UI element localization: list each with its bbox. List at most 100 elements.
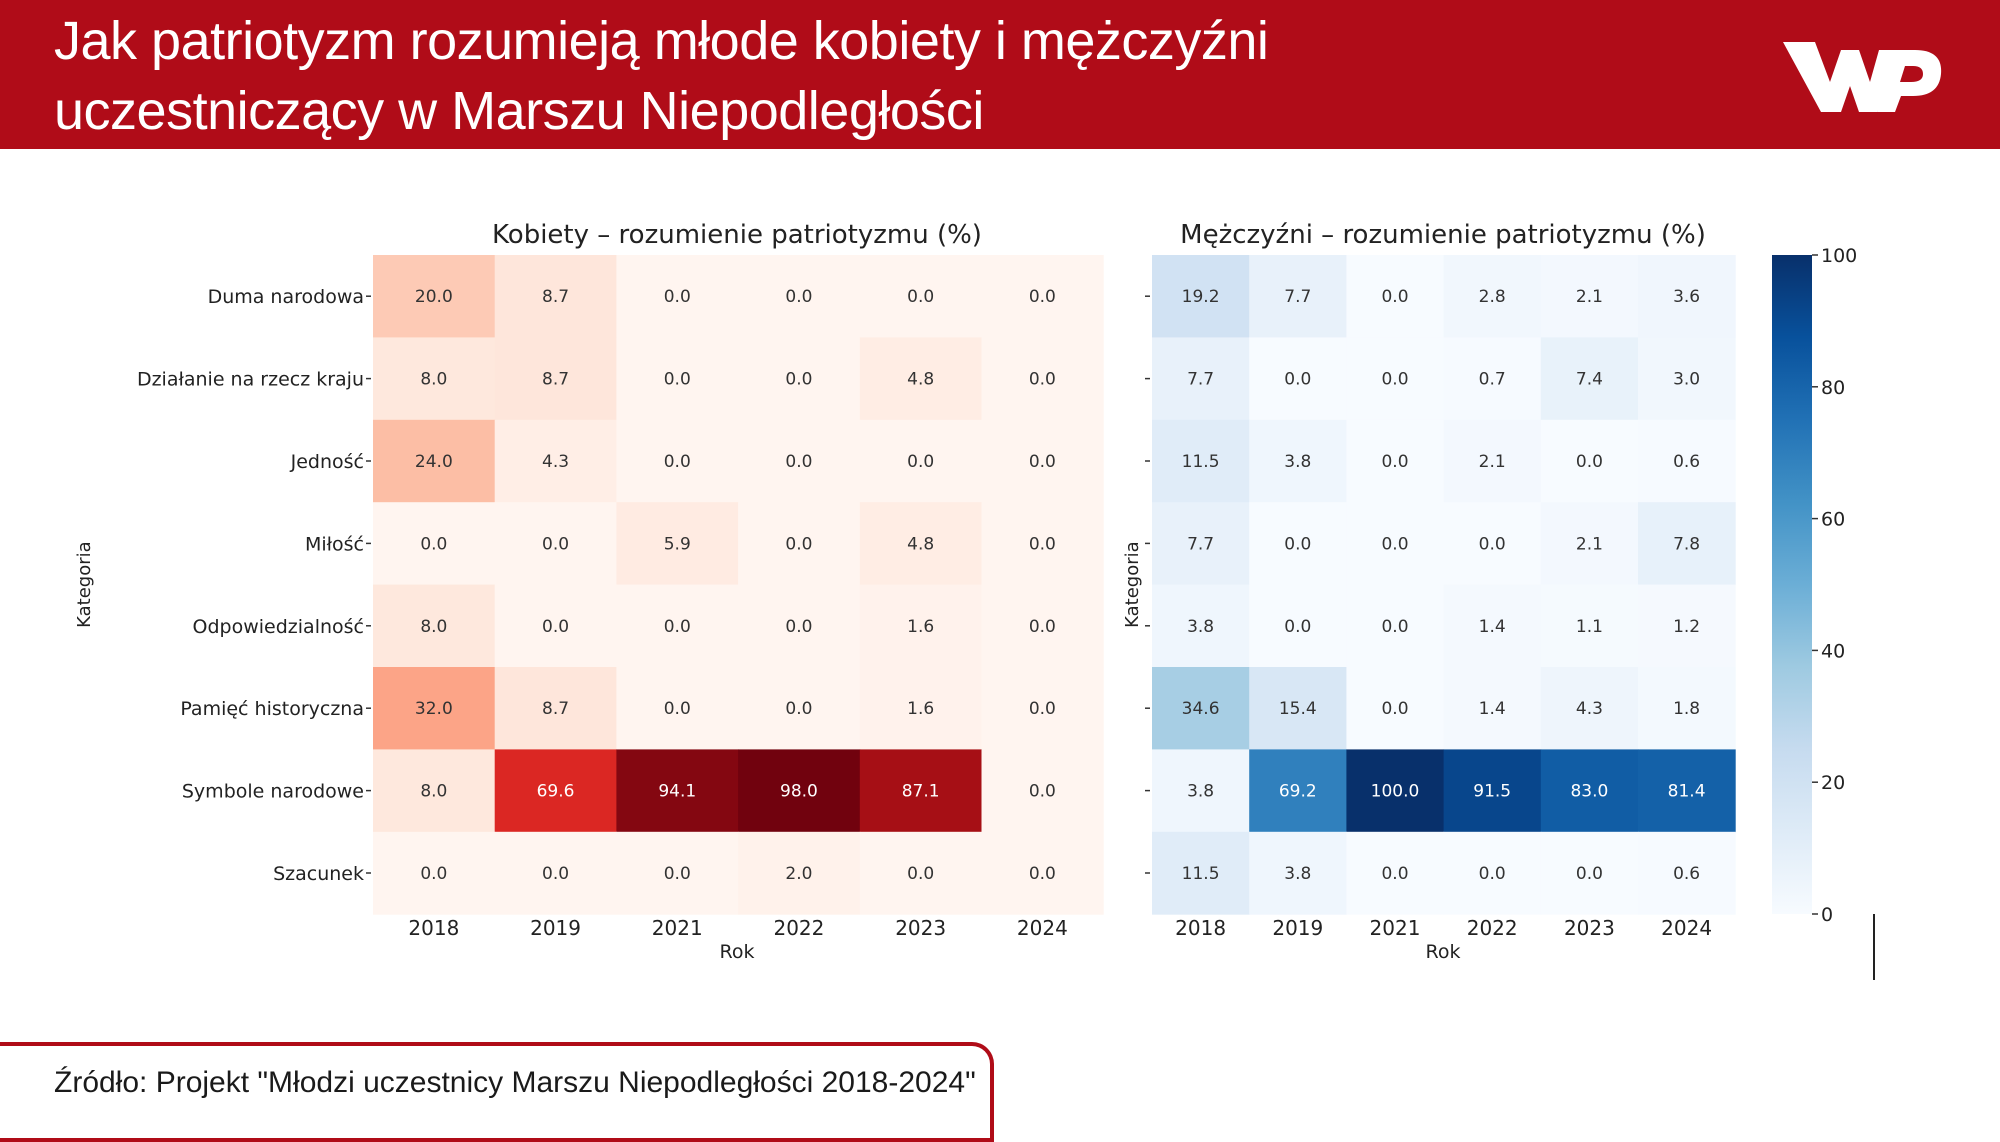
heatmap-cell: [738, 337, 861, 421]
heatmap-cell: [981, 419, 1104, 503]
cell-value-label: 0.0: [1284, 534, 1311, 554]
cell-value-label: 0.0: [1284, 617, 1311, 637]
heatmap-cell: [859, 419, 982, 503]
heatmap-cell: [494, 419, 617, 503]
heatmap-cell: [859, 255, 982, 338]
cell-value-label: 0.0: [785, 452, 812, 472]
heatmap-cell: [616, 584, 739, 668]
colorbar-bar: [1772, 255, 1812, 914]
heatmap-cell: [1152, 255, 1250, 338]
heatmap-cell: [1152, 419, 1250, 503]
page-title: Jak patriotyzm rozumieją młode kobiety i…: [54, 6, 1754, 146]
heatmap-cell: [1249, 502, 1347, 586]
heatmap-cell: [1346, 419, 1445, 503]
heatmap-cell: [1443, 667, 1542, 750]
heatmap-cell: [1249, 831, 1347, 915]
cell-value-label: 0.0: [785, 287, 812, 307]
cell-value-label: 0.0: [1381, 617, 1408, 637]
heatmap-cell: [859, 667, 982, 750]
cell-value-label: 0.0: [1029, 617, 1056, 637]
heatmap-cell: [373, 255, 496, 338]
heatmap-cell: [616, 337, 739, 421]
cell-value-label: 0.0: [664, 370, 691, 390]
heatmap-cell: [1249, 337, 1347, 421]
heatmap-cell: [1638, 667, 1736, 750]
cell-value-label: 8.7: [542, 370, 569, 390]
heatmap-cell: [1443, 419, 1542, 503]
y-tick-label: Jedność: [290, 451, 364, 473]
heatmap-cell: [1540, 584, 1639, 668]
heatmap-cell: [1638, 502, 1736, 586]
cell-value-label: 0.0: [1381, 699, 1408, 719]
x-tick-label: 2022: [1467, 916, 1518, 940]
cell-value-label: 20.0: [415, 287, 453, 307]
y-tick-label: Duma narodowa: [208, 286, 364, 308]
colorbar-tick-label: 100: [1821, 245, 1857, 267]
cell-value-label: 7.4: [1576, 370, 1603, 390]
cell-value-label: 0.0: [785, 534, 812, 554]
cell-value-label: 19.2: [1182, 287, 1220, 307]
heatmap-cell: [738, 749, 861, 833]
cell-value-label: 98.0: [780, 782, 818, 802]
cell-value-label: 91.5: [1473, 782, 1511, 802]
cell-value-label: 8.0: [420, 370, 447, 390]
x-tick-label: 2021: [652, 916, 703, 940]
heatmap-cell: [1249, 255, 1347, 338]
heatmap-cell: [1540, 502, 1639, 586]
heatmap-cell: [1443, 255, 1542, 338]
heatmap-cell: [494, 831, 617, 915]
heatmap-cell: [859, 337, 982, 421]
cell-value-label: 8.7: [542, 699, 569, 719]
heatmap-cell: [981, 749, 1104, 833]
cell-value-label: 81.4: [1668, 782, 1706, 802]
cell-value-label: 0.0: [785, 617, 812, 637]
heatmap-cell: [494, 502, 617, 586]
cell-value-label: 0.0: [664, 864, 691, 884]
heatmap-cell: [859, 584, 982, 668]
heatmap-cell: [1443, 749, 1542, 833]
heatmap-men: Mężczyźni – rozumienie patriotyzmu (%) 19…: [1122, 220, 1736, 963]
heatmap-cell: [373, 502, 496, 586]
cell-value-label: 3.6: [1673, 287, 1700, 307]
cell-value-label: 0.0: [420, 534, 447, 554]
cell-value-label: 2.1: [1479, 452, 1506, 472]
cell-value-label: 87.1: [902, 782, 940, 802]
heatmap-cell: [1346, 255, 1445, 338]
colorbar-tick-label: 60: [1821, 509, 1845, 531]
cell-value-label: 0.0: [420, 864, 447, 884]
cell-value-label: 0.0: [664, 452, 691, 472]
cell-value-label: 0.6: [1673, 864, 1700, 884]
heatmap-cell: [1346, 749, 1445, 833]
source-note: Źródło: Projekt "Młodzi uczestnicy Marsz…: [54, 1066, 976, 1099]
y-axis-label: Kategoria: [1122, 541, 1143, 628]
cell-value-label: 0.0: [1029, 370, 1056, 390]
cell-value-label: 2.1: [1576, 287, 1603, 307]
heatmap-cell: [616, 255, 739, 338]
heatmap-cell: [738, 255, 861, 338]
cell-value-label: 0.0: [1576, 864, 1603, 884]
heatmap-cell: [738, 831, 861, 915]
heatmap-cell: [981, 584, 1104, 668]
heatmap-cell: [1152, 502, 1250, 586]
heatmap-cell: [859, 749, 982, 833]
y-tick-label: Odpowiedzialność: [193, 616, 364, 638]
y-axis-label: Kategoria: [74, 541, 95, 628]
title-line-2: uczestniczący w Marszu Niepodległości: [54, 81, 984, 141]
heatmap-cell: [1249, 667, 1347, 750]
cell-value-label: 15.4: [1279, 699, 1317, 719]
cell-value-label: 3.8: [1187, 617, 1214, 637]
cell-value-label: 0.0: [664, 617, 691, 637]
heatmap-cell: [616, 419, 739, 503]
cell-value-label: 3.0: [1673, 370, 1700, 390]
cell-value-label: 0.0: [1284, 370, 1311, 390]
heatmap-cell: [981, 831, 1104, 915]
chart-title: Kobiety – rozumienie patriotyzmu (%): [492, 220, 982, 250]
cell-value-label: 0.0: [1381, 534, 1408, 554]
heatmap-cell: [1540, 255, 1639, 338]
y-tick-label: Miłość: [305, 533, 364, 555]
heatmap-women: Kobiety – rozumienie patriotyzmu (%) 20.0…: [74, 220, 1104, 963]
cell-value-label: 0.0: [1029, 782, 1056, 802]
cell-value-label: 34.6: [1182, 699, 1220, 719]
heatmap-cell: [1443, 337, 1542, 421]
heatmap-cell: [616, 831, 739, 915]
